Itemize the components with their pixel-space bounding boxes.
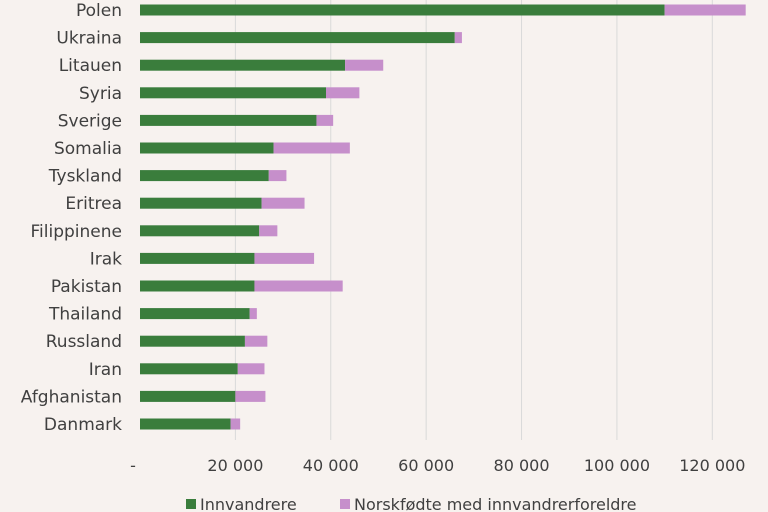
bar-sverige-series-1 <box>140 114 317 126</box>
legend-label-2: Norskfødte med innvandrerforeldre <box>354 495 637 512</box>
bar-polen-series-1 <box>140 4 665 16</box>
category-label: Filippinene <box>31 222 122 242</box>
category-label: Russland <box>46 332 122 352</box>
category-label: Syria <box>79 84 122 104</box>
bar-thailand-series-2 <box>249 308 257 320</box>
category-label: Iran <box>89 360 122 380</box>
category-label: Ukraina <box>56 29 122 49</box>
bar-eritrea-series-1 <box>140 197 262 209</box>
bar-somalia-series-1 <box>140 142 274 154</box>
bar-litauen-series-2 <box>345 59 384 71</box>
category-label: Danmark <box>44 415 122 435</box>
legend-swatch-1 <box>186 499 196 509</box>
bar-iran-series-1 <box>140 363 238 375</box>
category-labels: Polen Ukraina Litauen Syria Sverige Somalia Ty… <box>21 1 122 435</box>
bar-ukraina-series-2 <box>454 32 462 44</box>
bar-filippinene-series-1 <box>140 225 260 237</box>
bar-danmark-series-2 <box>230 418 241 430</box>
bar-danmark-series-1 <box>140 418 231 430</box>
bar-sverige-series-2 <box>316 114 334 126</box>
bar-iran-series-2 <box>237 363 265 375</box>
bar-syria-series-2 <box>326 87 360 99</box>
category-label: Eritrea <box>65 194 122 214</box>
legend-label-1: Innvandrere <box>200 495 297 512</box>
bar-russland-series-1 <box>140 335 245 347</box>
category-label: Tyskland <box>48 167 122 187</box>
bar-litauen-series-1 <box>140 59 346 71</box>
x-axis-ticks: - 20 000 40 000 60 000 80 000 100 000 120 000 <box>130 456 745 475</box>
bar-syria-series-1 <box>140 87 326 99</box>
bar-polen-series-2 <box>664 4 746 16</box>
category-label: Somalia <box>54 139 122 159</box>
bar-pakistan-series-1 <box>140 280 255 292</box>
x-tick-label: - <box>130 456 136 475</box>
bar-russland-series-2 <box>244 335 268 347</box>
x-tick-label: 40 000 <box>303 456 359 475</box>
bar-tyskland-series-2 <box>268 170 287 182</box>
legend: Innvandrere Norskfødte med innvandrerfore… <box>186 495 637 512</box>
x-tick-label: 120 000 <box>679 456 745 475</box>
bar-eritrea-series-2 <box>261 197 305 209</box>
category-label: Afghanistan <box>21 387 122 407</box>
bar-irak-series-1 <box>140 252 255 264</box>
bar-somalia-series-2 <box>273 142 350 154</box>
bar-filippinene-series-2 <box>259 225 278 237</box>
bar-afghanistan-series-1 <box>140 390 236 402</box>
bar-thailand-series-1 <box>140 308 250 320</box>
category-label: Pakistan <box>51 277 122 297</box>
x-tick-label: 60 000 <box>398 456 454 475</box>
category-label: Sverige <box>58 111 122 131</box>
bar-tyskland-series-1 <box>140 170 269 182</box>
legend-swatch-2 <box>340 499 350 509</box>
bar-irak-series-2 <box>254 252 315 264</box>
category-label: Litauen <box>59 56 122 76</box>
bar-ukraina-series-1 <box>140 32 455 44</box>
bar-pakistan-series-2 <box>254 280 343 292</box>
bar-afghanistan-series-2 <box>235 390 266 402</box>
x-tick-label: 100 000 <box>584 456 650 475</box>
category-label: Irak <box>90 249 122 269</box>
category-label: Polen <box>76 1 122 21</box>
bars <box>140 4 746 430</box>
x-tick-label: 80 000 <box>494 456 550 475</box>
x-tick-label: 20 000 <box>207 456 263 475</box>
category-label: Thailand <box>48 305 122 325</box>
